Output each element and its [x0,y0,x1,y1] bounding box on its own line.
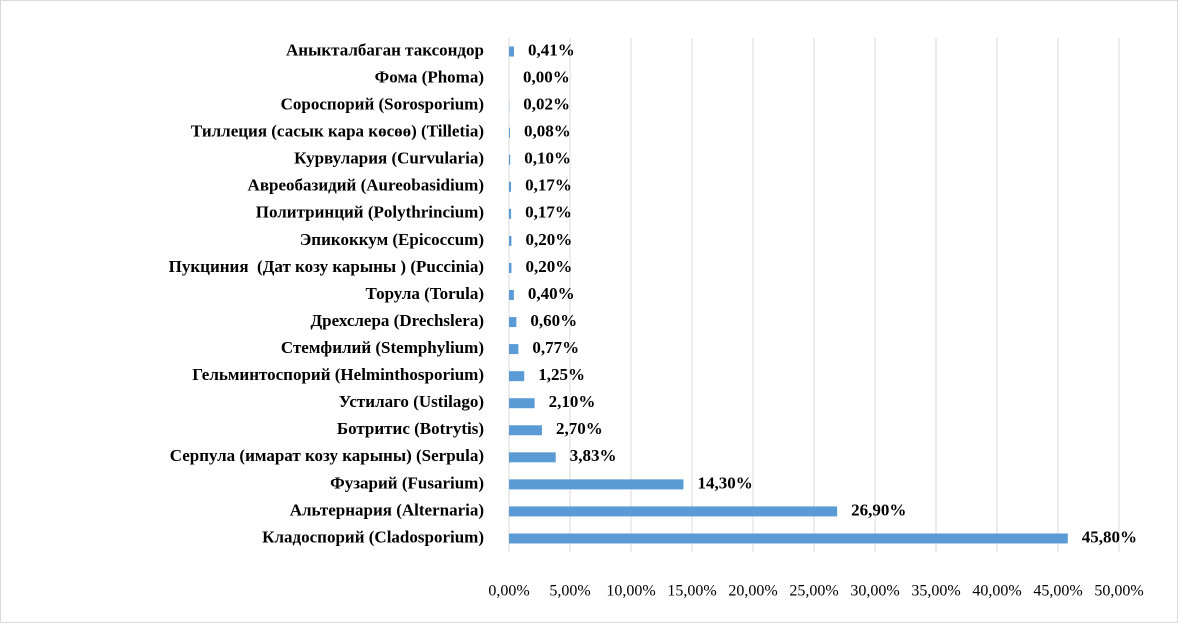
value-label: 0,77% [532,338,579,357]
value-label: 1,25% [538,365,585,384]
bar [509,425,542,436]
value-label: 0,00% [523,67,570,86]
bar [509,235,512,246]
value-label: 0,60% [530,311,577,330]
value-label: 0,41% [528,40,575,59]
category-label: Аныкталбаган таксондор [286,40,484,59]
bar [509,262,512,273]
bar [509,46,515,57]
value-label: 0,20% [525,230,572,249]
category-label: Дрехслера (Drechslera) [310,311,484,330]
value-label: 0,08% [524,122,571,141]
bar [509,344,519,355]
category-label: Торула (Torula) [366,284,485,303]
category-label: Фома (Phoma) [375,67,484,86]
value-label: 0,02% [523,95,570,114]
value-label: 0,17% [525,203,572,222]
value-label: 0,10% [524,149,571,168]
x-tick-label: 25,00% [789,583,838,600]
x-tick-label: 10,00% [606,583,655,600]
value-label: 2,10% [549,392,596,411]
bar [509,533,1068,544]
x-tick-label: 35,00% [911,583,960,600]
bar [509,398,535,409]
value-label: 26,90% [851,500,906,519]
bar [509,154,511,165]
category-label: Политринций (Polythrincium) [256,203,484,222]
category-label: Авреобазидий (Aureobasidium) [248,176,484,195]
category-label: Курвулария (Curvularia) [294,149,484,168]
category-label: Ботритис (Botrytis) [337,419,484,438]
x-tick-label: 40,00% [972,583,1021,600]
bar [509,181,512,192]
bar [509,506,838,517]
x-tick-label: 20,00% [728,583,777,600]
category-label: Устилаго (Ustilago) [339,392,484,411]
value-label: 0,20% [525,257,572,276]
bar [509,452,556,463]
value-label: 0,40% [528,284,575,303]
bar [509,208,512,219]
bar [509,127,510,138]
value-label: 14,30% [697,473,752,492]
bar [509,290,514,300]
category-label: Фузарий (Fusarium) [330,473,484,492]
bar [509,479,684,490]
value-label: 0,17% [525,176,572,195]
category-label: Тиллеция (сасык кара көсөө) (Tilletia) [191,122,484,141]
value-label: 2,70% [556,419,603,438]
category-label: Эпикоккум (Epicoccum) [300,230,484,249]
value-label: 3,83% [570,446,617,465]
category-label: Стемфилий (Stemphylium) [281,338,484,357]
value-label: 45,80% [1082,527,1137,546]
x-tick-label: 45,00% [1033,583,1082,600]
x-tick-label: 50,00% [1094,583,1143,600]
x-tick-label: 0,00% [488,583,529,600]
bar [509,371,525,382]
category-label: Серпула (имарат козу карыны) (Serpula) [170,446,484,465]
x-tick-label: 30,00% [850,583,899,600]
category-label: Гельминтоспорий (Helminthosporium) [192,365,484,384]
category-label: Сороспорий (Sorosporium) [281,95,484,114]
category-label: Пукциния (Дат козу карыны ) (Puccinia) [169,257,484,276]
category-label: Альтернария (Alternaria) [290,500,484,519]
bar [509,317,517,328]
x-tick-label: 15,00% [667,583,716,600]
x-tick-label: 5,00% [549,583,590,600]
category-label: Кладоспорий (Cladosporium) [262,527,484,546]
